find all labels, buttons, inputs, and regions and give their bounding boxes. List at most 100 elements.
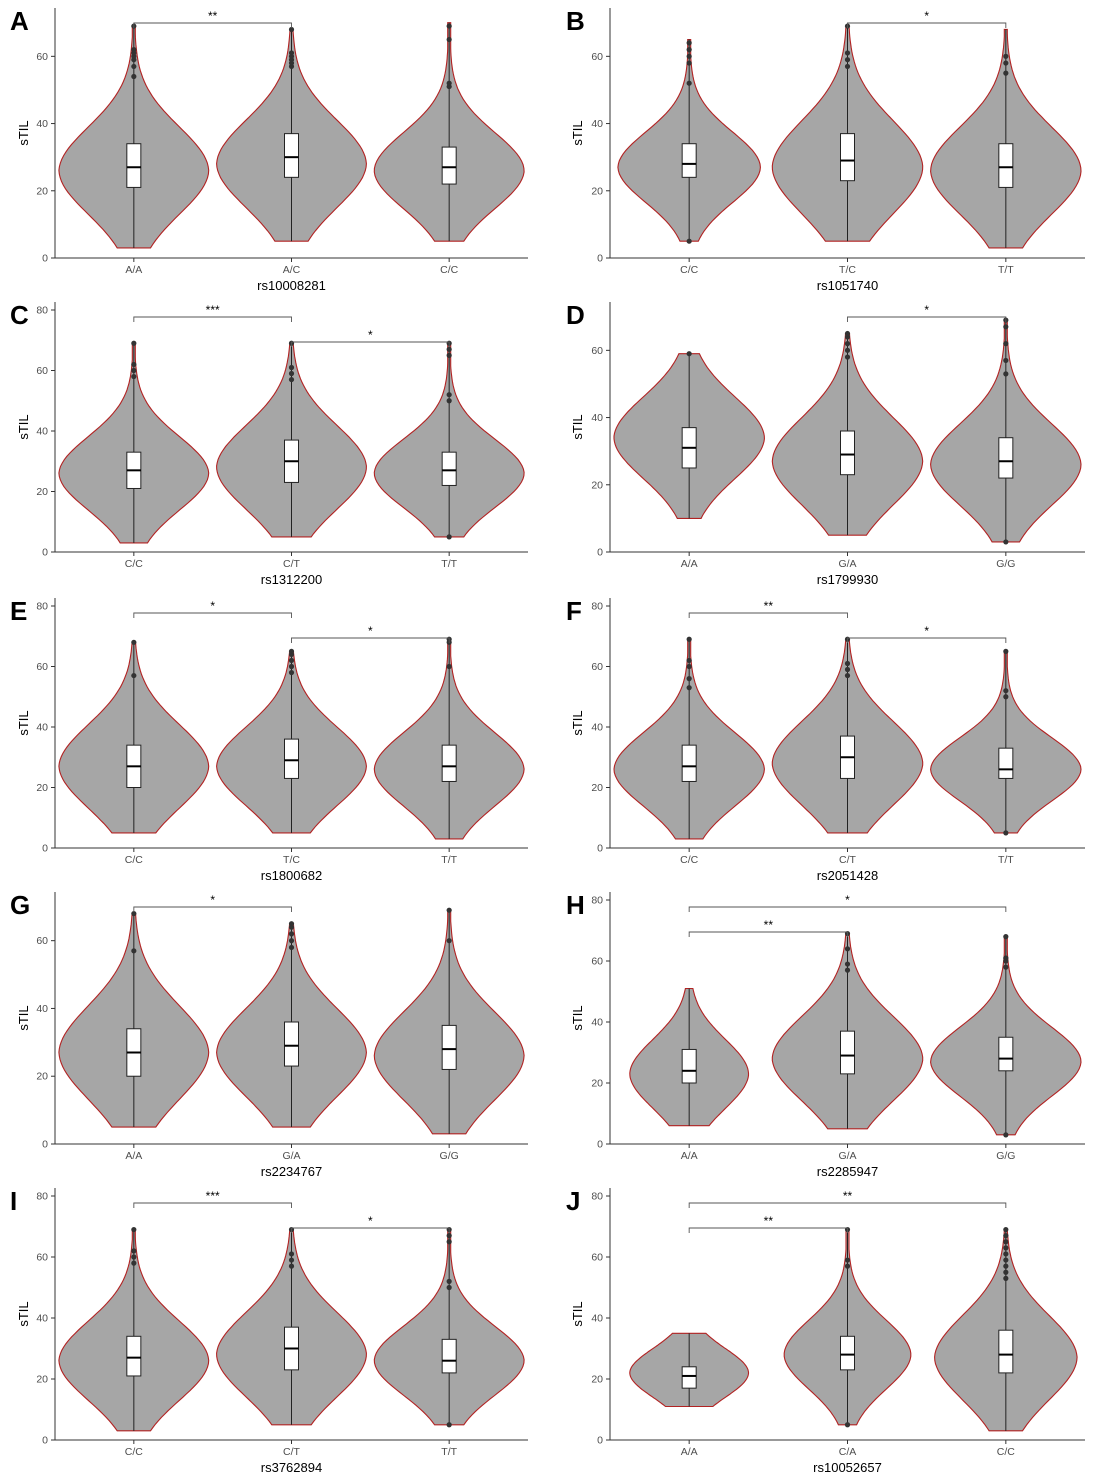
x-tick-label: C/C	[125, 558, 144, 570]
y-tick-label: 40	[591, 1017, 603, 1029]
box	[840, 430, 855, 476]
outlier-point	[288, 26, 295, 33]
y-tick-label: 60	[36, 661, 48, 673]
box	[284, 133, 299, 178]
outlier-point	[844, 341, 851, 347]
outlier-point	[288, 1257, 295, 1263]
significance-bracket	[688, 1202, 1007, 1208]
outlier-point	[446, 392, 452, 398]
outlier-point	[1003, 1245, 1009, 1251]
outlier-point	[446, 80, 452, 86]
y-tick-label: 40	[36, 1313, 48, 1325]
significance-bracket	[847, 316, 1007, 322]
x-tick-label: A/A	[125, 264, 142, 276]
outlier-point	[1003, 1257, 1009, 1263]
significance-label: **	[208, 9, 218, 23]
y-tick-label: 60	[36, 935, 48, 947]
x-axis-title: rs1051740	[817, 278, 878, 293]
x-tick-label: G/G	[996, 558, 1015, 570]
y-axis-title: sTIL	[570, 1005, 585, 1030]
panel-j: J 0 20 40 60 80 sTIL rs10052657 A/A C/A C/C ** **	[566, 1186, 1085, 1475]
y-axis-title: sTIL	[570, 414, 585, 439]
outlier-point	[1003, 830, 1009, 836]
y-tick-label: 20	[36, 1071, 48, 1083]
x-axis-title: rs3762894	[261, 1460, 322, 1475]
box	[998, 1036, 1014, 1072]
significance-label: **	[764, 599, 774, 613]
outlier-point	[1003, 60, 1009, 66]
outlier-point	[1003, 539, 1009, 545]
y-tick-label: 20	[36, 782, 48, 794]
significance-label: *	[924, 303, 929, 317]
y-tick-label: 20	[36, 486, 48, 498]
x-axis-title: rs2051428	[817, 868, 878, 883]
outlier-point	[131, 367, 137, 374]
x-tick-label: A/A	[681, 1446, 698, 1458]
outlier-point	[288, 663, 295, 670]
panel-letter: J	[566, 1186, 580, 1216]
y-tick-label: 0	[597, 547, 603, 559]
y-axis-title: sTIL	[16, 120, 31, 145]
outlier-point	[446, 346, 452, 352]
panel-letter: A	[10, 6, 29, 36]
y-tick-label: 20	[591, 1374, 603, 1386]
x-tick-label: G/A	[282, 1150, 300, 1162]
outlier-point	[131, 63, 137, 70]
y-tick-label: 40	[36, 118, 48, 130]
significance-label: *	[924, 9, 929, 23]
x-tick-label: C/C	[125, 854, 144, 866]
outlier-point	[131, 1260, 137, 1266]
y-tick-label: 80	[36, 305, 48, 317]
significance-bracket	[133, 1202, 292, 1208]
outlier-point	[288, 938, 295, 944]
y-tick-label: 0	[42, 1139, 48, 1151]
x-tick-label: G/G	[440, 1150, 459, 1162]
outlier-point	[446, 1233, 452, 1239]
outlier-point	[446, 352, 452, 358]
x-tick-label: T/C	[283, 854, 300, 866]
y-tick-label: 0	[597, 253, 603, 265]
significance-label: *	[368, 1214, 373, 1228]
outlier-point	[1003, 70, 1009, 76]
x-tick-label: C/A	[839, 1446, 857, 1458]
x-tick-label: C/T	[283, 1446, 301, 1458]
y-tick-label: 60	[36, 1252, 48, 1264]
outlier-point	[131, 639, 137, 645]
outlier-point	[686, 238, 692, 244]
significance-bracket	[291, 1227, 450, 1233]
y-tick-label: 80	[591, 1191, 603, 1203]
outlier-point	[446, 23, 452, 29]
y-axis-title: sTIL	[570, 120, 585, 145]
outlier-point	[288, 376, 295, 383]
significance-bracket	[688, 931, 848, 937]
x-axis-title: rs1800682	[261, 868, 322, 883]
x-axis-title: rs2285947	[817, 1164, 878, 1179]
significance-bracket	[847, 22, 1007, 28]
outlier-point	[686, 636, 692, 642]
y-tick-label: 40	[591, 412, 603, 424]
outlier-point	[288, 657, 295, 664]
y-tick-label: 40	[36, 1003, 48, 1015]
outlier-point	[686, 80, 692, 86]
y-tick-label: 40	[591, 1313, 603, 1325]
outlier-point	[288, 921, 295, 927]
y-tick-label: 20	[591, 1078, 603, 1090]
outlier-point	[288, 669, 295, 676]
y-tick-label: 20	[591, 479, 603, 491]
outlier-point	[288, 370, 295, 377]
significance-bracket	[291, 637, 450, 643]
outlier-point	[686, 40, 692, 46]
outlier-point	[446, 663, 452, 670]
outlier-point	[1003, 1275, 1009, 1281]
y-tick-label: 20	[591, 782, 603, 794]
x-tick-label: T/T	[441, 1446, 457, 1458]
x-tick-label: T/T	[441, 558, 457, 570]
y-tick-label: 80	[36, 1191, 48, 1203]
y-tick-label: 80	[591, 895, 603, 907]
significance-bracket	[133, 316, 292, 322]
outlier-point	[686, 685, 692, 691]
box	[284, 738, 299, 779]
y-tick-label: 40	[591, 118, 603, 130]
